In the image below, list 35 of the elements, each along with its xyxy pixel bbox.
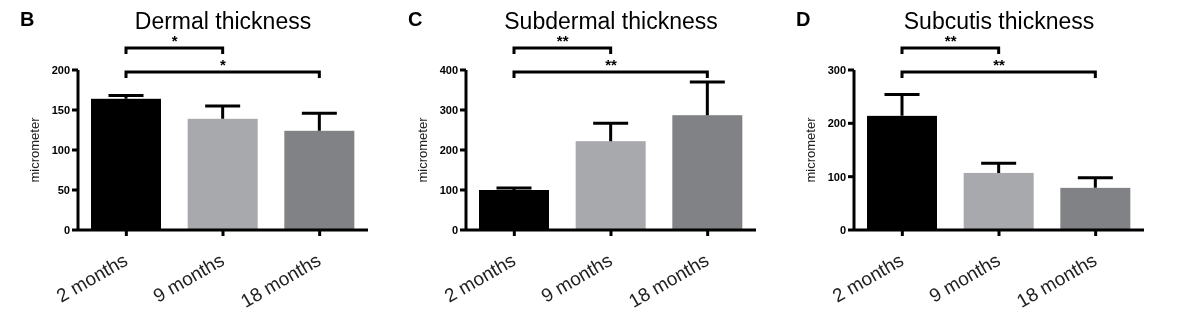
text: ** [943,32,958,49]
y-tick-label: 100 [51,143,70,156]
text: B [20,8,35,31]
text: D [796,8,811,31]
y-tick-label: 150 [51,103,70,116]
bar [187,118,258,230]
chart-title: Subcutis thickness [902,8,1096,35]
y-axis-title: micrometer [414,116,430,183]
y-axis-title: micrometer [26,116,42,183]
text: * [170,32,179,49]
chart-title: Dermal thickness [133,8,313,35]
y-axis-title: micrometer [802,116,818,183]
annotation: ** [604,56,618,73]
y-tick-label: 200 [439,143,458,156]
y-tick-label: 50 [57,183,70,196]
y-tick-label: 0 [451,223,458,236]
y-tick-label: 300 [439,103,458,116]
bar [963,172,1034,230]
y-tick-label: 0 [63,223,70,236]
annotation: ** [992,56,1006,73]
bar [1060,187,1131,230]
y-tick-label: 100 [827,170,846,183]
chart-title: Subdermal thickness [503,8,719,35]
y-tick-label: 0 [839,223,846,236]
y-tick-label: 300 [827,63,846,76]
y-tick-label: 200 [51,63,70,76]
y-tick-label: 200 [827,117,846,130]
bar [672,115,743,230]
y-tick-label: 400 [439,63,458,76]
annotation: * [219,56,227,73]
text: ** [555,32,570,49]
text: C [408,8,423,31]
bar [284,130,355,230]
y-tick-label: 100 [439,183,458,196]
bar [575,141,646,230]
